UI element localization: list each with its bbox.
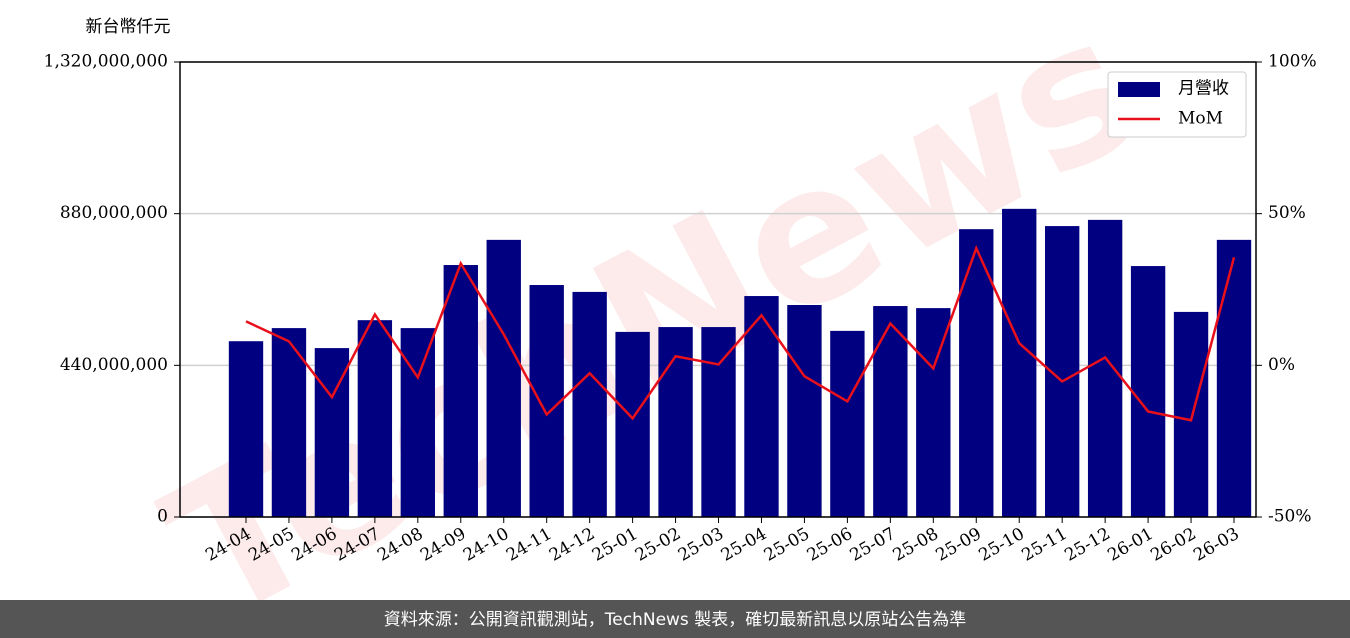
x-tick-label: 25-07 xyxy=(847,524,899,566)
bar xyxy=(787,305,822,517)
legend-label: 月營收 xyxy=(1178,79,1229,99)
bar xyxy=(400,328,436,517)
bar xyxy=(357,320,393,517)
x-tick-label: 25-12 xyxy=(1061,524,1113,566)
bar xyxy=(615,331,650,517)
x-tick-label: 25-05 xyxy=(761,524,813,566)
bar xyxy=(830,330,865,517)
y-axis-label: 新台幣仟元 xyxy=(86,17,171,37)
footer-text: 資料來源：公開資訊觀測站，TechNews 製表，確切最新訊息以原站公告為準 xyxy=(384,610,966,630)
bar xyxy=(271,328,307,517)
x-tick-label: 25-09 xyxy=(933,524,985,566)
x-tick-label: 25-10 xyxy=(976,524,1028,566)
bar xyxy=(228,341,264,517)
y-tick-label: 440,000,000 xyxy=(60,355,168,375)
x-tick-label: 24-11 xyxy=(503,524,555,566)
bar xyxy=(873,306,908,517)
bar xyxy=(1216,239,1252,517)
x-tick-label: 24-12 xyxy=(546,524,598,566)
footer-bar xyxy=(0,600,1350,638)
x-tick-label: 26-01 xyxy=(1104,524,1156,566)
legend-swatch xyxy=(1118,82,1160,97)
bar xyxy=(916,308,951,517)
y-tick-label: 1,320,000,000 xyxy=(44,52,168,72)
x-tick-label: 25-02 xyxy=(632,524,684,566)
bar xyxy=(701,327,736,517)
legend-label: MoM xyxy=(1178,109,1223,129)
plot-frame xyxy=(179,61,1257,518)
x-tick-label: 25-03 xyxy=(675,524,727,566)
bar xyxy=(1087,219,1123,517)
y2-tick-label: 50% xyxy=(1268,203,1306,223)
bar xyxy=(443,265,478,517)
x-tick-label: 26-02 xyxy=(1147,524,1199,566)
x-tick-label: 25-06 xyxy=(804,524,856,566)
bar xyxy=(486,239,521,517)
y-tick-label: 880,000,000 xyxy=(60,203,168,223)
bar xyxy=(529,285,564,517)
x-tick-label: 26-03 xyxy=(1190,524,1242,566)
y2-tick-label: 0% xyxy=(1268,355,1295,375)
bar xyxy=(1130,266,1166,517)
x-tick-label: 25-08 xyxy=(890,524,942,566)
bar xyxy=(1002,208,1037,517)
bar xyxy=(1173,311,1209,517)
y2-tick-label: -50% xyxy=(1268,507,1312,527)
bar xyxy=(572,291,607,517)
y-tick-label: 0 xyxy=(157,507,168,527)
x-tick-label: 25-04 xyxy=(718,524,770,566)
x-tick-label: 25-01 xyxy=(589,524,641,566)
mom-line xyxy=(245,244,1236,422)
x-tick-label: 25-11 xyxy=(1018,524,1070,566)
y2-tick-label: 100% xyxy=(1268,52,1317,72)
